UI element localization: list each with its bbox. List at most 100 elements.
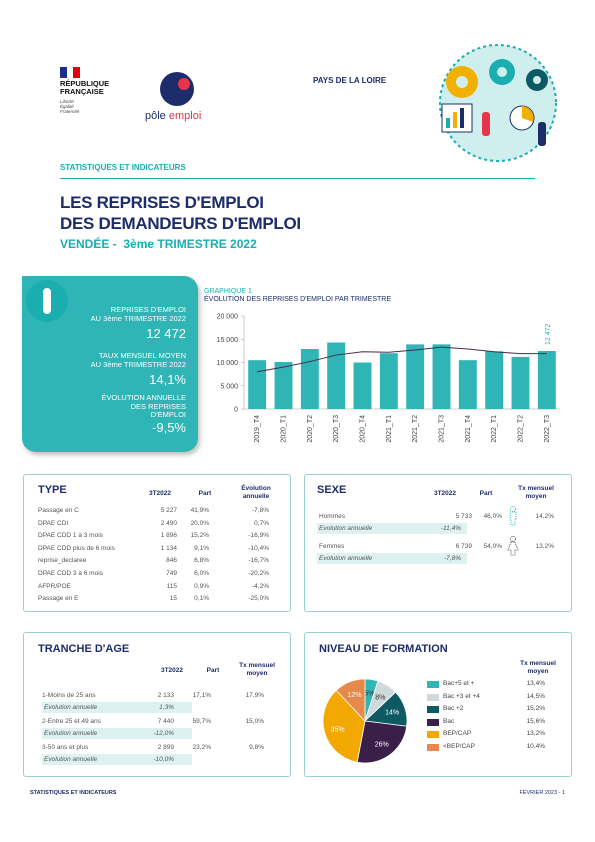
reprises-bar-chart: 0 5 000 10 000 15 000 20 000 2019_T4 2020_T1 20… [217,314,560,443]
sexe-part: 46,0% [483,513,502,520]
kpi-value-reprises: 12 472 [146,326,186,341]
sexe-evo-row: Evolution annuelle -7,8% [317,553,467,564]
formation-rate: 15,6% [526,717,545,725]
type-value: 5 227 [160,507,177,514]
type-value: 749 [166,570,177,577]
sexe-evo-value: -11,4% [440,525,461,532]
kpi-label-reprises: REPRISES D'EMPLOI AU 3ème TRIMESTRE 2022 [90,305,186,323]
formation-rate: 13,2% [526,730,545,738]
legend-label: Bac +3 et +4 [443,692,480,700]
y-tick-label: 0 [234,407,238,414]
age-part: 17,1% [192,692,211,699]
bar-2020_T1 [274,362,293,409]
sexe-part: 54,0% [483,543,502,550]
x-tick-label: 2022_T2 [518,415,525,443]
page-title: LES REPRISES D'EMPLOI DES DEMANDEURS D'E… [60,193,301,233]
pie-slice-label: 35% [331,726,345,733]
type-label: AFPR/POE [38,582,71,590]
legend-swatch [427,744,439,751]
sexe-col-rate: Tx mensuel moyen [518,485,554,500]
x-tick-label: 2020_T2 [307,415,314,443]
type-part: 20,0% [190,519,209,527]
age-evo-label: Evolution annuelle [44,756,98,763]
pie-slice [322,689,366,763]
age-row: 2-Entre 25 et 49 ans 7 440 59,7% 15,0% [42,716,282,727]
pie-slice-label: 8% [375,694,385,701]
sexe-panel: SEXE 3T2022 Part Tx mensuel moyen Hommes… [304,474,572,612]
section-label: STATISTIQUES ET INDICATEURS [60,163,186,172]
legend-swatch [427,681,439,688]
footer-right: FÉVRIER 2023 - 1 [519,790,565,796]
bar-2020_T2 [300,349,319,409]
formation-col-rate: Tx mensuel moyen [520,660,556,675]
age-evo-row: Evolution annuelle -12,0% [42,728,192,739]
type-row: DPAE CDD 1 à 3 mois 1 896 15,2% -16,9% [38,530,283,541]
decorative-illustration [439,44,557,162]
age-col-rate: Tx mensuel moyen [239,662,275,677]
sexe-value: 5 733 [455,513,472,520]
bar-2020_T3 [327,342,346,409]
age-evo-row: Evolution annuelle 1,3% [42,702,192,713]
pie-slice [335,678,366,723]
type-value: 846 [166,557,177,565]
type-label: reprise_declaree [38,557,87,565]
type-label: DPAE CDD 1 à 3 mois [38,532,103,540]
x-tick-label: 2022_T3 [544,415,551,443]
x-tick-label: 2021_T1 [386,415,393,443]
sexe-row: Femmes 6 739 54,0% 13,2% [317,541,562,552]
formation-rate: 10,4% [526,743,545,750]
pole-emploi-wordmark: pôle emploi [145,110,202,122]
age-label: 1-Moins de 25 ans [42,692,96,699]
type-part: 9,1% [194,544,209,552]
legend-swatch [427,706,439,714]
age-rate: 15,0% [245,718,264,725]
sexe-label: Femmes [319,543,345,550]
type-row: Passage en C 5 227 41,9% -7,8% [38,505,283,516]
age-rate: 9,8% [249,744,264,751]
type-row: DPAE CDI 2 490 20,0% 0,7% [38,518,283,529]
pie-slice-label: 12% [347,692,361,699]
pie-slice-label: 26% [375,742,389,749]
sexe-evo-label: Evolution annuelle [319,555,373,562]
type-label: DPAE CDI [38,519,69,527]
sexe-evo-value: -7,8% [444,555,461,562]
type-evo: -7,8% [252,507,269,514]
type-row: DPAE CDD 3 à 6 mois 749 6,0% -20,2% [38,568,283,579]
y-tick-label: 20 000 [217,314,239,321]
formation-title: NIVEAU DE FORMATION [319,643,448,655]
age-row: 3-50 ans et plus 2 899 23,2% 9,8% [42,742,282,753]
x-tick-label: 2019_T4 [254,415,261,443]
man-icon [509,506,517,526]
type-part: 15,2% [190,532,209,540]
type-col-evo: Évolution annuelle [241,485,271,500]
woman-icon [507,536,519,556]
pie-slice-label: 5% [364,690,374,697]
age-label: 2-Entre 25 et 49 ans [42,718,101,725]
type-value: 15 [169,595,177,603]
type-part: 41,9% [190,507,209,514]
age-panel: TRANCHE D'AGE 3T2022 Part Tx mensuel moy… [23,632,291,777]
legend-swatch [427,731,439,739]
age-label: 3-50 ans et plus [42,744,89,751]
age-evo-value: -12,0% [153,730,174,737]
type-evo: 0,7% [254,519,269,527]
type-label: DPAE CDD 3 à 6 mois [38,570,103,577]
republique-francaise-logo: RÉPUBLIQUE FRANÇAISE [60,79,110,96]
type-col-part: Part [198,490,212,497]
region-label: PAYS DE LA LOIRE [313,76,387,85]
type-part: 0,1% [194,595,209,603]
pie-slice [356,720,408,764]
pole-emploi-logo [160,72,194,106]
bar-2022_T3 [537,351,556,409]
sexe-col-part: Part [479,490,493,497]
formation-panel: NIVEAU DE FORMATION Tx mensuel moyen 5% 8… [304,632,572,777]
bar-2022_T1 [485,351,504,409]
y-tick-label: 15 000 [217,337,239,344]
kpi-label-evolution: ÉVOLUTION ANNUELLE DES REPRISES D'EMPLOI [101,393,186,419]
formation-pie-chart: 5%8% 14% 26% 35% 12% [322,678,408,764]
legend-swatch [427,693,439,701]
y-tick-label: 5 000 [220,383,238,390]
bar-2021_T3 [432,344,451,409]
type-value: 115 [166,582,177,590]
footer-left: STATISTIQUES ET INDICATEURS [30,790,117,796]
